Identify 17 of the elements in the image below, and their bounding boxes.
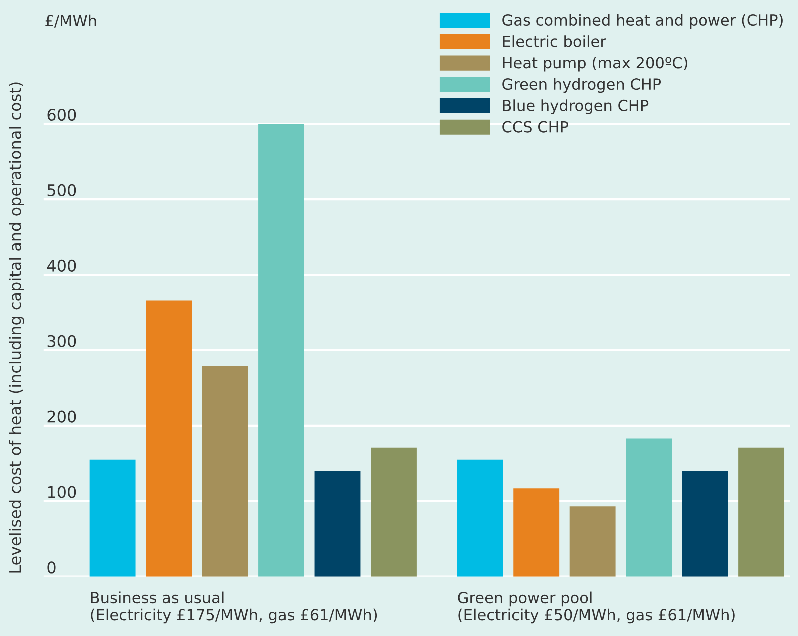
y-tick-label: 500	[48, 184, 76, 196]
y-tick-label: 600	[48, 108, 76, 122]
y-tick-label: 100	[48, 486, 76, 498]
legend-label: Blue hydrogen CHP	[503, 100, 649, 114]
y-axis-title: Levelised cost of heat (including capital and operational cost)	[9, 82, 24, 573]
legend-label: Gas combined heat and power (CHP)	[502, 14, 783, 29]
legend-label: Heat pump (max 200ºC)	[503, 56, 688, 72]
x-tick-label: Green power pool (Electricity £50/MWh, gas £61/MWh)	[458, 592, 735, 624]
y-tick-label: 0	[48, 562, 56, 574]
legend-label: Green hydrogen CHP	[502, 78, 662, 94]
y-tick-label: 300	[48, 335, 76, 348]
y-tick-label: 400	[47, 260, 76, 272]
x-tick-label: Business as usual (Electricity £175/MWh, gas £61/MWh)	[91, 592, 378, 624]
y-tick-label: 200	[48, 410, 76, 423]
legend-label: Electric boiler	[503, 36, 606, 48]
text: £/MWh	[46, 14, 96, 28]
legend-label: CCS CHP	[502, 121, 569, 133]
